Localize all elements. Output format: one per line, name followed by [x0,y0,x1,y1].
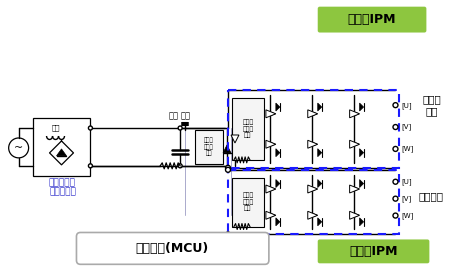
Polygon shape [318,149,322,157]
Text: 微控制器(MCU): 微控制器(MCU) [136,242,209,255]
Polygon shape [308,110,318,118]
Text: 门极驱
动器及
保护: 门极驱 动器及 保护 [204,138,214,156]
Polygon shape [276,218,280,226]
Text: 门极驱
动器及
保护: 门极驱 动器及 保护 [243,120,253,138]
Text: 变频器IPM: 变频器IPM [347,13,396,26]
Text: 压缩机
电机: 压缩机 电机 [422,94,441,116]
Circle shape [393,213,398,218]
Polygon shape [266,211,276,219]
Polygon shape [266,185,276,193]
Circle shape [393,124,398,129]
FancyBboxPatch shape [318,7,426,33]
Bar [33,118,91,176]
Bar [228,90,399,168]
Polygon shape [266,110,276,118]
Polygon shape [266,140,276,148]
FancyBboxPatch shape [318,239,430,263]
Polygon shape [349,211,359,219]
Circle shape [226,165,231,170]
Text: 变频器IPM: 变频器IPM [349,245,398,258]
Polygon shape [349,140,359,148]
Polygon shape [359,218,364,226]
Circle shape [393,146,398,151]
Circle shape [88,164,92,168]
Polygon shape [276,149,280,157]
Text: [V]: [V] [401,195,412,202]
Polygon shape [318,180,322,187]
Polygon shape [359,103,364,111]
Polygon shape [223,145,231,153]
Polygon shape [359,149,364,157]
Circle shape [226,167,231,172]
Text: 门极驱
动器及
保护: 门极驱 动器及 保护 [243,193,253,211]
Circle shape [393,179,398,184]
Bar [228,170,399,234]
Polygon shape [231,135,239,143]
Polygon shape [308,140,318,148]
Polygon shape [359,180,364,187]
Polygon shape [56,149,66,156]
Polygon shape [276,180,280,187]
Circle shape [393,103,398,108]
Polygon shape [308,211,318,219]
Circle shape [393,196,398,201]
Text: 电容: 电容 [168,112,178,121]
Bar [232,178,264,226]
Polygon shape [349,185,359,193]
Text: [V]: [V] [401,124,412,130]
Text: [U]: [U] [401,102,412,108]
Circle shape [88,126,92,130]
Polygon shape [349,110,359,118]
Polygon shape [318,218,322,226]
Bar [195,130,223,164]
Polygon shape [276,103,280,111]
Circle shape [178,126,182,130]
Text: 电容: 电容 [180,112,190,121]
Polygon shape [308,185,318,193]
Circle shape [226,232,231,237]
Text: 噪声滤波器: 噪声滤波器 [49,188,76,197]
Text: [W]: [W] [401,212,414,219]
Text: 噪声滤波器: 噪声滤波器 [48,178,75,187]
Polygon shape [318,103,322,111]
Text: [W]: [W] [401,146,414,152]
Circle shape [178,164,182,168]
FancyBboxPatch shape [76,233,269,264]
Text: [U]: [U] [401,178,412,185]
Text: ~: ~ [14,143,23,153]
Text: 电感: 电感 [51,125,60,131]
Bar [232,98,264,160]
Text: 风扇电机: 风扇电机 [419,191,444,201]
